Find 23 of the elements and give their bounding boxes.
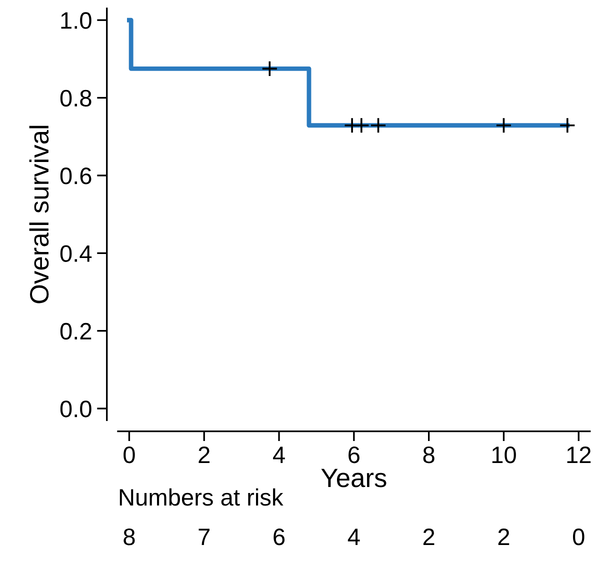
- x-tick-label: 0: [124, 446, 135, 464]
- text: 6: [274, 528, 285, 546]
- y-tick-label: 0.6: [60, 168, 92, 184]
- y-tick-label: 0.0: [60, 400, 92, 418]
- x-tick-label: 10: [492, 446, 516, 464]
- text: 7: [198, 528, 210, 545]
- text: 4: [348, 528, 360, 545]
- text: 0: [572, 528, 584, 546]
- y-tick-label: 0.2: [60, 322, 92, 340]
- x-tick-label: 4: [273, 446, 285, 463]
- x-tick-label: 8: [423, 446, 434, 464]
- text: 8: [124, 528, 135, 546]
- text: Numbers at risk: [120, 488, 284, 506]
- text: 2: [423, 528, 434, 545]
- y-tick-label: 0.4: [60, 245, 92, 262]
- y-axis-title: Overall survival: [29, 126, 49, 304]
- y-tick-label: 1.0: [61, 12, 92, 29]
- x-tick-label: 12: [567, 446, 591, 463]
- x-axis-title: Years: [321, 468, 386, 488]
- text: 2: [498, 528, 510, 545]
- y-tick-label: 0.8: [60, 90, 92, 107]
- x-tick-label: 6: [348, 446, 360, 464]
- x-tick-label: 2: [198, 446, 210, 463]
